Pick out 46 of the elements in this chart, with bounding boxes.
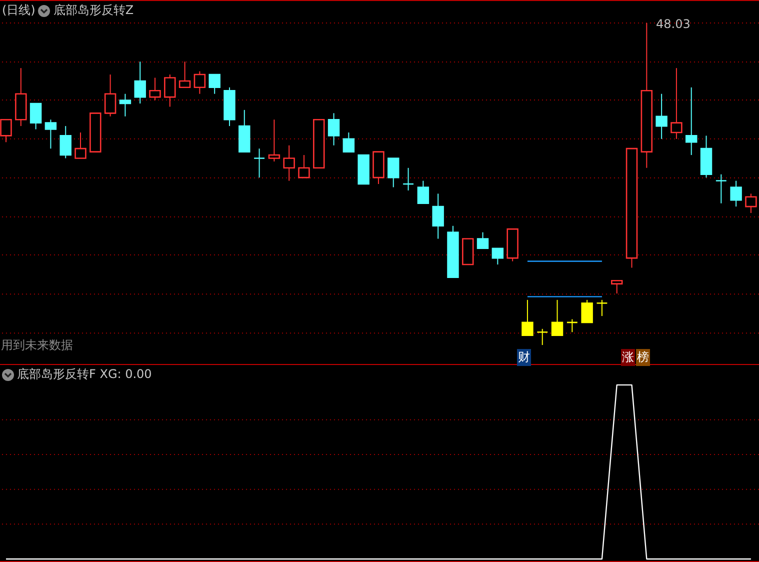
candlestick — [536, 328, 548, 346]
candlestick — [208, 74, 220, 94]
candlestick — [551, 299, 564, 336]
candlestick — [44, 119, 57, 150]
candlestick — [670, 68, 682, 140]
candlestick — [596, 299, 608, 317]
candlestick — [522, 299, 534, 336]
candlestick — [328, 112, 340, 146]
candlestick — [388, 158, 400, 188]
candlestick — [283, 144, 295, 182]
chart-subtitle: (日线) — [2, 2, 36, 19]
candlestick — [611, 280, 623, 294]
candlestick — [492, 248, 504, 266]
candlestick — [268, 119, 280, 162]
candlestick — [298, 154, 310, 178]
text: 财 — [517, 349, 531, 366]
candlestick — [402, 167, 414, 191]
candlestick — [566, 318, 578, 333]
candlestick — [104, 74, 116, 117]
candlestick — [149, 77, 161, 101]
candlestick — [178, 61, 191, 88]
candlestick — [342, 132, 355, 152]
candlestick — [685, 86, 698, 156]
chart-title: 底部岛形反转Z — [53, 2, 134, 19]
candlestick — [656, 93, 668, 140]
chart-title: 底部岛形反转F XG: 0.00 — [17, 366, 152, 383]
candlestick — [0, 118, 12, 143]
annotation: 48.03 — [656, 17, 690, 31]
candlestick — [134, 61, 146, 104]
candlestick — [745, 193, 757, 214]
annotation: 用到未来数据 — [1, 337, 73, 354]
candlestick — [60, 126, 72, 159]
candlestick — [730, 180, 742, 208]
candlestick — [30, 102, 42, 130]
candlestick — [581, 299, 593, 324]
candlestick — [476, 232, 489, 250]
candlestick — [253, 148, 266, 178]
candlestick — [74, 132, 86, 159]
candlestick — [417, 180, 430, 204]
text: 涨 — [621, 349, 635, 366]
candlestick — [119, 93, 132, 117]
candlestick — [164, 74, 176, 108]
text: 榜 — [636, 349, 650, 366]
candlestick — [432, 193, 444, 240]
candlestick — [194, 70, 206, 94]
candlestick — [715, 174, 728, 204]
